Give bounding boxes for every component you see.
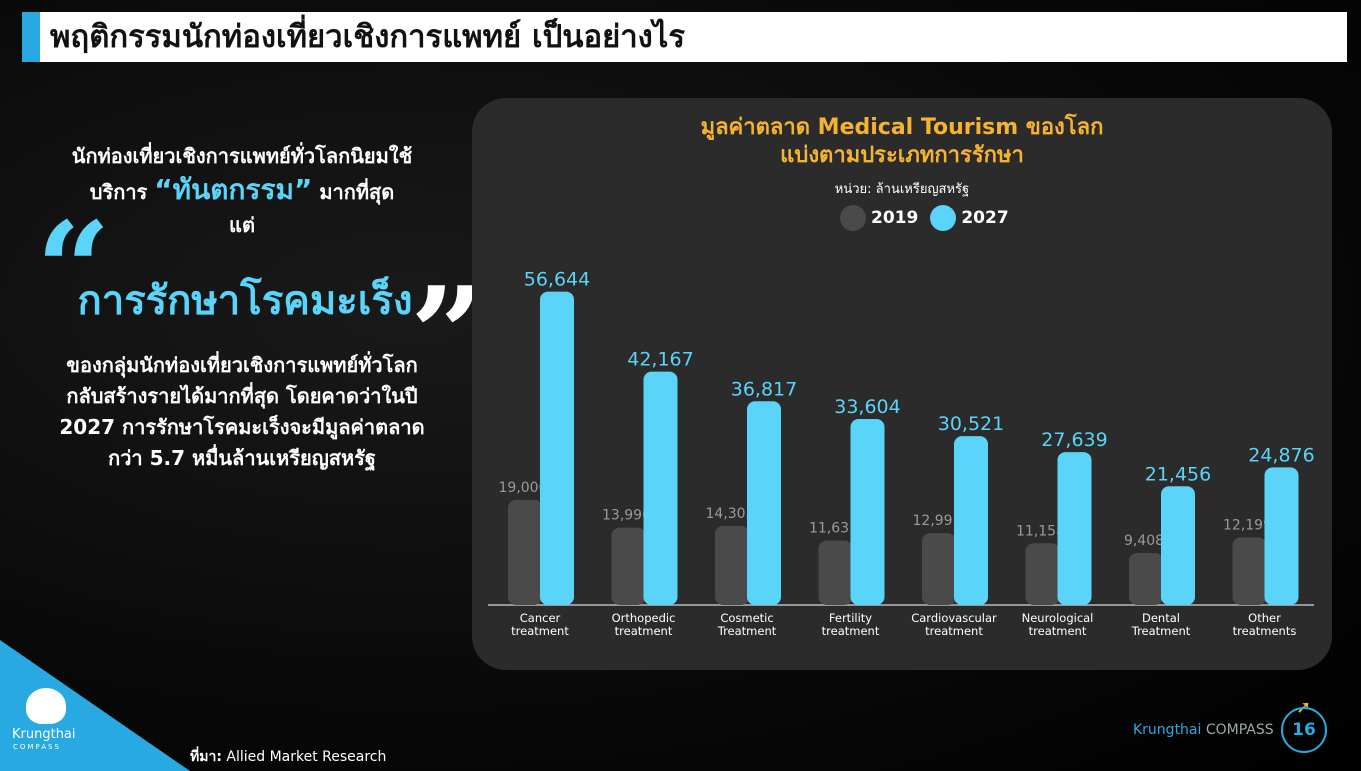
bar-2019-1 <box>611 527 646 605</box>
data-label-2027-7: 24,876 <box>1248 444 1314 466</box>
body-line: ของกลุ่มนักท่องเที่ยวเชิงการแพทย์ทั่วโลก <box>66 353 418 377</box>
category-label-7-1: treatments <box>1233 624 1297 638</box>
data-label-2027-5: 27,639 <box>1041 429 1107 451</box>
data-label-2027-4: 30,521 <box>938 413 1004 435</box>
intro-line-2-post: มากที่สุด <box>319 180 395 204</box>
title-accent <box>22 12 40 62</box>
data-label-2019-3: 11,631 <box>809 521 858 537</box>
legend-swatch-2019 <box>840 205 866 231</box>
legend-swatch-2027 <box>930 205 957 231</box>
title-bar: พฤติกรรมนักท่องเที่ยวเชิงการแพทย์ เป็นอย… <box>22 12 1347 62</box>
category-label-5-1: treatment <box>1029 624 1087 638</box>
data-label-2019-2: 14,305 <box>706 506 755 522</box>
bar-2027-0 <box>540 291 574 605</box>
data-label-2027-1: 42,167 <box>627 349 693 371</box>
category-label-2-0: Cosmetic <box>720 611 773 625</box>
intro-line-2-pre: บริการ <box>89 180 148 204</box>
legend-label-2019: 2019 <box>871 208 919 228</box>
bar-2027-7 <box>1264 467 1299 605</box>
bar-2019-4 <box>922 533 956 605</box>
category-label-0-1: treatment <box>511 624 569 638</box>
bar-2019-3 <box>818 540 853 605</box>
body-line: กลับสร้างรายได้มากที่สุด โดยคาดว่าในปี <box>66 384 418 408</box>
category-label-6-1: Treatment <box>1131 624 1191 638</box>
category-label-3-0: Fertility <box>829 611 872 625</box>
bar-2019-6 <box>1129 552 1163 605</box>
bar-2027-4 <box>954 436 988 605</box>
data-label-2027-3: 33,604 <box>834 396 900 418</box>
data-label-2027-0: 56,644 <box>524 269 590 291</box>
bar-2027-2 <box>747 401 781 605</box>
highlight-phrase: การรักษาโรคมะเร็ง <box>77 278 413 324</box>
bar-chart: 19,00056,644Cancertreatment13,99042,167O… <box>488 269 1315 638</box>
category-label-4-1: treatment <box>925 624 983 638</box>
page-title: พฤติกรรมนักท่องเที่ยวเชิงการแพทย์ เป็นอย… <box>50 19 686 55</box>
source-note: ที่มา: Allied Market Research <box>190 746 386 768</box>
data-label-2019-0: 19,000 <box>499 480 548 496</box>
chart-title-line-2: แบ่งตามประเภทการรักษา <box>780 143 1024 168</box>
krungthai-logo-icon <box>26 688 66 724</box>
category-label-1-1: treatment <box>615 624 673 638</box>
data-label-2019-1: 13,990 <box>602 508 651 524</box>
intro-highlight: “ทันตกรรม” <box>154 173 313 206</box>
bar-2019-5 <box>1025 543 1060 605</box>
intro-line-2: บริการ “ทันตกรรม” มากที่สุด <box>22 173 462 209</box>
source-label: ที่มา: <box>190 749 222 765</box>
category-label-3-1: treatment <box>822 624 880 638</box>
chart-legend: 2019 2027 <box>840 204 1021 232</box>
data-label-2019-4: 12,991 <box>913 513 962 529</box>
bar-2027-3 <box>850 419 885 605</box>
logo-name: Krungthai <box>12 727 76 742</box>
body-text: ของกลุ่มนักท่องเที่ยวเชิงการแพทย์ทั่วโลก… <box>22 350 462 474</box>
chart-unit: หน่วย: ล้านเหรียญสหรัฐ <box>834 182 970 197</box>
category-label-5-0: Neurological <box>1022 611 1094 625</box>
bar-2027-1 <box>643 371 678 605</box>
chart-title-line-1: มูลค่าตลาด Medical Tourism ของโลก <box>700 115 1104 140</box>
category-label-4-0: Cardiovascular <box>911 611 997 625</box>
intro-text: นักท่องเที่ยวเชิงการแพทย์ทั่วโลกนิยมใช้ … <box>22 140 462 242</box>
bar-2019-7 <box>1232 537 1267 605</box>
bar-2027-6 <box>1161 486 1195 605</box>
brand-sub: COMPASS <box>1205 722 1274 738</box>
page-number: 16 <box>1281 707 1327 753</box>
data-label-2027-2: 36,817 <box>731 378 797 400</box>
category-label-0-0: Cancer <box>520 611 561 625</box>
intro-line-1: นักท่องเที่ยวเชิงการแพทย์ทั่วโลกนิยมใช้ <box>71 144 413 168</box>
chart-title: มูลค่าตลาด Medical Tourism ของโลก แบ่งตา… <box>472 114 1332 170</box>
chart-card: มูลค่าตลาด Medical Tourism ของโลก แบ่งตา… <box>472 98 1332 670</box>
data-label-2019-5: 11,158 <box>1016 523 1065 539</box>
category-label-2-1: Treatment <box>717 624 777 638</box>
data-label-2027-6: 21,456 <box>1145 463 1211 485</box>
body-line: กว่า 5.7 หมื่นล้านเหรียญสหรัฐ <box>108 446 376 470</box>
category-label-1-0: Orthopedic <box>612 611 676 625</box>
category-label-7-0: Other <box>1248 611 1281 625</box>
data-label-2019-6: 9,408 <box>1124 533 1164 549</box>
open-quote-icon: “ <box>36 193 111 346</box>
brand-footer: Krungthai COMPASS <box>1133 722 1274 738</box>
category-label-6-0: Dental <box>1142 611 1180 625</box>
legend-label-2027: 2027 <box>961 208 1009 228</box>
source-text: Allied Market Research <box>226 749 387 765</box>
intro-line-3: แต่ <box>229 213 255 237</box>
data-label-2019-7: 12,199 <box>1223 517 1272 533</box>
bar-2027-5 <box>1057 452 1092 605</box>
logo-sub: COMPASS <box>13 743 61 751</box>
bar-2019-0 <box>508 499 542 605</box>
body-line: 2027 การรักษาโรคมะเร็งจะมีมูลค่าตลาด <box>59 415 425 439</box>
brand-name: Krungthai <box>1133 722 1202 738</box>
bar-2019-2 <box>715 525 749 605</box>
